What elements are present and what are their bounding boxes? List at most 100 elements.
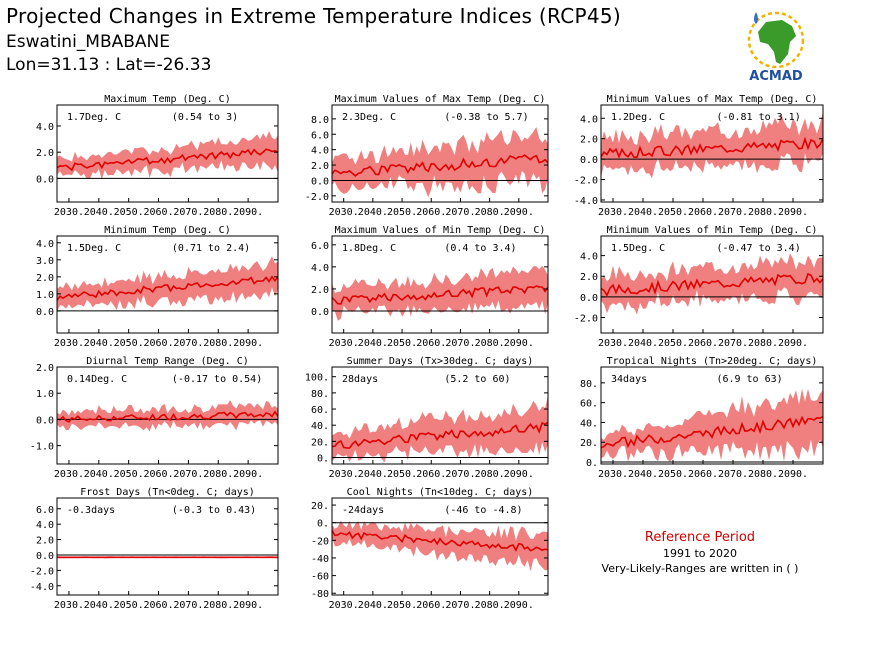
range-band	[332, 395, 548, 463]
plot-frame	[600, 104, 824, 203]
chart-stat: -0.3days	[67, 505, 115, 516]
chart-stat: 1.5Deg. C	[67, 243, 121, 254]
reference-title: Reference Period	[644, 530, 756, 545]
x-tick-label: 2040.	[628, 469, 658, 480]
x-tick-label: 2050.	[387, 207, 417, 218]
x-tick-label: 2030.	[54, 600, 84, 611]
y-tick-label: 6.0	[36, 505, 54, 516]
x-tick-label: 2090.	[778, 338, 808, 349]
range-band	[332, 265, 548, 321]
x-tick-label: 2090.	[778, 207, 808, 218]
y-tick-label: 20.	[580, 438, 598, 449]
x-tick-label: 2040.	[84, 469, 114, 480]
x-tick-label: 2040.	[358, 600, 388, 611]
y-tick-label: 2.0	[580, 272, 598, 283]
y-tick-label: 3.0	[36, 256, 54, 267]
chart-title: Diurnal Temp Range (Deg. C)	[86, 356, 249, 367]
page-title: Projected Changes in Extreme Temperature…	[6, 4, 622, 28]
x-tick-label: 2080.	[748, 207, 778, 218]
reference-note: Very-Likely-Ranges are written in ( )	[601, 562, 799, 575]
x-tick-label: 2070.	[445, 469, 475, 480]
x-tick-label: 2030.	[598, 469, 628, 480]
y-tick-label: 40.	[311, 421, 329, 432]
y-tick-label: 0.	[586, 458, 598, 469]
chart-title: Maximum Values of Max Temp (Deg. C)	[335, 94, 546, 105]
x-tick-label: 2090.	[504, 600, 534, 611]
y-tick-label: 60.	[580, 399, 598, 410]
x-tick-label: 2070.	[173, 469, 203, 480]
x-tick-label: 2040.	[628, 207, 658, 218]
y-tick-label: 80.	[311, 389, 329, 400]
plot-frame	[56, 497, 279, 596]
reference-box: Reference Period 1991 to 2020 Very-Likel…	[575, 530, 825, 575]
y-tick-label: 4.0	[580, 114, 598, 125]
chart-range: (-0.81 to 3.1)	[716, 112, 800, 123]
x-tick-label: 2080.	[203, 600, 233, 611]
x-tick-label: 2030.	[329, 338, 359, 349]
range-band	[332, 127, 548, 198]
chart-range: (0.71 to 2.4)	[172, 243, 250, 254]
mean-line	[331, 421, 549, 449]
y-tick-label: 2.0	[311, 285, 329, 296]
chart-title: Cool Nights (Tn<10deg. C; days)	[347, 487, 534, 498]
logo-text: ACMAD	[749, 69, 803, 84]
x-tick-label: 2040.	[84, 600, 114, 611]
x-tick-label: 2060.	[143, 600, 173, 611]
range-band	[601, 253, 823, 315]
x-tick-label: 2060.	[143, 338, 173, 349]
chart-panel: -4.0 -2.0 0.0 2.0 4.0 6.0 2030. 2040. 2050. 2060.…	[30, 487, 279, 611]
mean-line	[56, 275, 279, 301]
x-tick-label: 2080.	[475, 600, 505, 611]
y-tick-label: 0.0	[36, 307, 54, 318]
x-tick-label: 2050.	[114, 338, 144, 349]
mean-line	[56, 410, 279, 423]
plot-frame	[56, 235, 279, 334]
y-tick-label: -80	[311, 589, 329, 600]
y-tick-label: 6.0	[311, 241, 329, 252]
chart-stat: 1.5Deg. C	[611, 243, 665, 254]
chart-range: (-0.17 to 0.54)	[172, 374, 262, 385]
y-tick-label: -4.0	[574, 196, 598, 207]
chart-stat: 34days	[611, 374, 647, 385]
mean-line	[600, 415, 824, 449]
x-tick-label: 2090.	[233, 338, 263, 349]
x-tick-label: 2050.	[658, 338, 688, 349]
y-tick-label: -40	[311, 554, 329, 565]
chart-panel: 0.0 1.0 2.0 3.0 4.0 2030. 2040. 2050. 2060. 2070.…	[36, 225, 279, 349]
x-tick-label: 2050.	[114, 207, 144, 218]
chart-range: (-0.38 to 5.7)	[444, 112, 528, 123]
x-tick-label: 2080.	[203, 338, 233, 349]
x-tick-label: 2090.	[504, 469, 534, 480]
chart-panel: 0.0 2.0 4.0 2030. 2040. 2050. 2060. 2070. 2080. 2…	[36, 94, 279, 218]
y-tick-label: 1.0	[36, 290, 54, 301]
y-tick-label: 0.0	[36, 415, 54, 426]
plot-frame	[600, 366, 824, 465]
x-tick-label: 2030.	[54, 207, 84, 218]
y-tick-label: 0.0	[36, 551, 54, 562]
chart-stat: 1.8Deg. C	[342, 243, 396, 254]
chart-range: (-46 to -4.8)	[444, 505, 522, 516]
x-tick-label: 2040.	[628, 338, 658, 349]
chart-stat: 2.3Deg. C	[342, 112, 396, 123]
chart-title: Maximum Values of Min Temp (Deg. C)	[335, 225, 546, 236]
station-coordinates: Lon=31.13 : Lat=-26.33	[6, 55, 212, 75]
chart-title: Maximum Temp (Deg. C)	[104, 94, 230, 105]
y-tick-label: -1.0	[30, 442, 54, 453]
range-band	[57, 256, 278, 313]
y-tick-label: 8.0	[311, 115, 329, 126]
y-tick-label: 4.0	[580, 252, 598, 263]
x-tick-label: 2090.	[504, 338, 534, 349]
y-tick-label: -20	[311, 536, 329, 547]
y-tick-label: 2.0	[580, 135, 598, 146]
mean-line	[331, 154, 549, 177]
y-tick-label: 4.0	[36, 122, 54, 133]
y-tick-label: 2.0	[36, 363, 54, 374]
chart-panel: 0.0 2.0 4.0 6.0 2030. 2040. 2050. 2060. 2070. 208…	[311, 225, 549, 349]
range-band	[332, 520, 548, 572]
chart-range: (-0.3 to 0.43)	[172, 505, 256, 516]
x-tick-label: 2070.	[173, 207, 203, 218]
y-tick-label: 1.0	[36, 389, 54, 400]
range-band	[57, 400, 278, 432]
